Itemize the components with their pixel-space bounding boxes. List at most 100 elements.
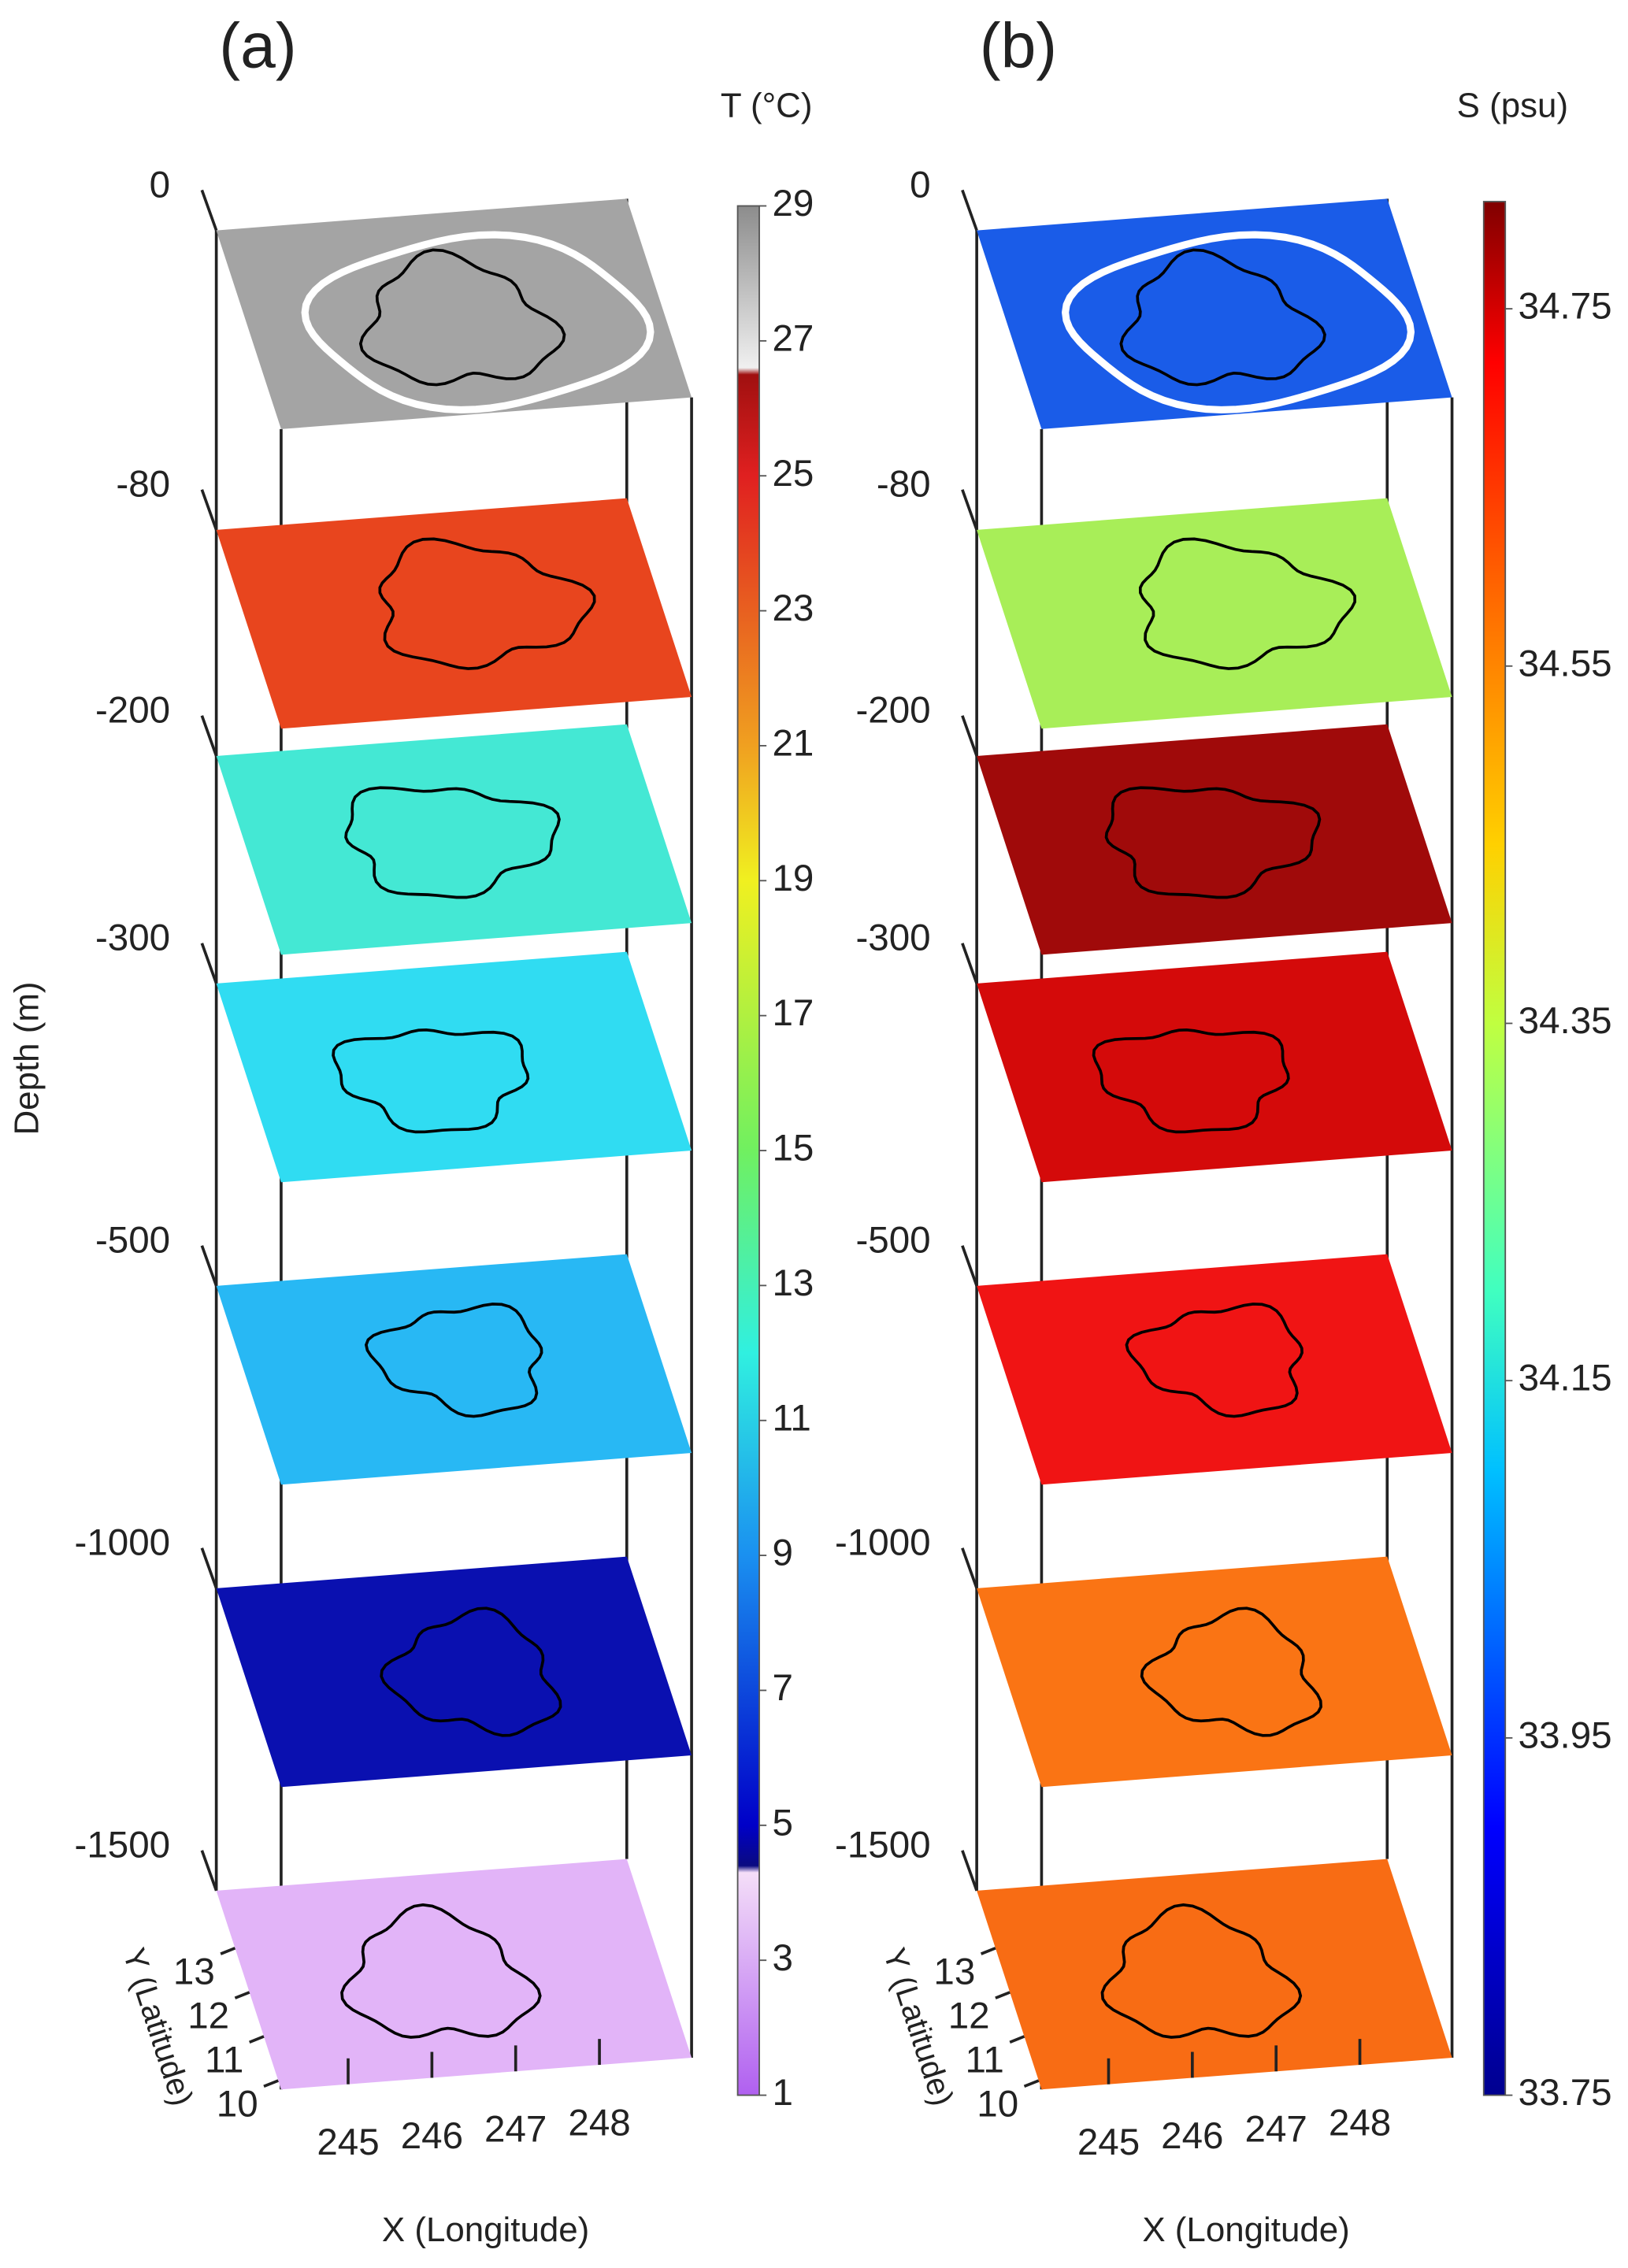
y-tick	[980, 1947, 996, 1955]
colorbar-tick-label: 13	[772, 1262, 814, 1304]
eddy-contour	[1119, 248, 1326, 387]
colorbar-tick-label: 33.95	[1519, 1714, 1612, 1756]
depth-slice	[977, 1858, 1452, 2090]
eddy-contour	[332, 1028, 530, 1134]
colorbar-tick-label: 34.35	[1519, 1000, 1612, 1042]
depth-tick	[200, 489, 218, 531]
y-tick	[1009, 2035, 1025, 2044]
panel-label: (b)	[980, 10, 1057, 81]
eddy-contour	[1140, 1606, 1322, 1737]
depth-tick	[961, 715, 978, 757]
y-tick	[995, 1991, 1011, 1999]
y-tick-label: 12	[187, 1995, 229, 2036]
depth-slice	[977, 198, 1452, 429]
eddy-boundary	[301, 231, 655, 413]
eddy-contour	[358, 248, 566, 387]
depth-tick-label: -1500	[75, 1825, 171, 1866]
x-tick-label: 247	[1245, 2109, 1307, 2151]
colorbar-tick-label: 23	[772, 587, 814, 629]
colorbar-label: T (°C)	[721, 87, 813, 125]
colorbar-tick-label: 15	[772, 1128, 814, 1169]
depth-tick	[961, 189, 978, 232]
depth-tick-label: 0	[150, 164, 170, 206]
eddy-contour	[340, 1903, 542, 2039]
depth-tick-label: -1000	[835, 1522, 931, 1564]
depth-tick	[200, 1547, 218, 1589]
depth-slice	[216, 951, 692, 1183]
depth-tick	[200, 1245, 218, 1287]
depth-slice	[977, 951, 1452, 1183]
eddy-contour	[364, 1303, 543, 1418]
colorbar-tick-label: 25	[772, 453, 814, 495]
depth-tick	[200, 715, 218, 757]
y-tick-label: 11	[966, 2039, 1004, 2081]
depth-slice	[216, 198, 692, 429]
eddy-contour	[1138, 537, 1357, 670]
colorbar-tick-label: 11	[772, 1397, 810, 1439]
y-tick-label: 11	[205, 2039, 243, 2081]
y-tick-label: 13	[173, 1951, 215, 1992]
depth-slice	[216, 1254, 692, 1485]
x-axis-label: X (Longitude)	[1142, 2211, 1349, 2249]
depth-tick	[961, 1547, 978, 1589]
colorbar-tick-label: 7	[772, 1667, 792, 1709]
colorbar-tick-label: 19	[772, 858, 814, 899]
depth-tick	[200, 1850, 218, 1892]
y-tick-label: 10	[217, 2084, 258, 2125]
colorbar	[736, 205, 760, 2096]
colorbar-tick-label: 17	[772, 992, 814, 1034]
depth-tick-label: -200	[95, 690, 170, 732]
colorbar-tick-label: 5	[772, 1802, 792, 1844]
colorbar-label: S (psu)	[1457, 87, 1568, 125]
y-tick-label: 12	[948, 1995, 990, 2036]
x-tick-label: 248	[1329, 2102, 1391, 2144]
colorbar-tick-label: 27	[772, 317, 814, 359]
y-tick	[220, 1947, 236, 1955]
y-tick-label: 13	[933, 1951, 975, 1992]
x-tick-label: 248	[568, 2102, 630, 2144]
eddy-contour	[1092, 1028, 1290, 1134]
x-tick-label: 247	[484, 2109, 547, 2151]
y-tick-label: 10	[977, 2084, 1018, 2125]
colorbar-tick-label: 34.75	[1519, 286, 1612, 328]
colorbar-tick-label: 21	[772, 723, 814, 765]
y-tick	[234, 1991, 250, 1999]
depth-slice	[977, 498, 1452, 729]
eddy-boundary	[1061, 231, 1415, 413]
depth-slice	[977, 1254, 1452, 1485]
eddy-contour	[1104, 786, 1322, 899]
colorbar-tick-label: 1	[772, 2072, 792, 2114]
depth-tick-label: -80	[116, 464, 170, 506]
depth-tick	[961, 1245, 978, 1287]
depth-slice	[216, 1556, 692, 1788]
colorbar-tick-label: 3	[772, 1937, 792, 1979]
eddy-contour	[380, 1606, 562, 1737]
x-tick-label: 246	[401, 2115, 463, 2157]
eddy-contour	[1100, 1903, 1303, 2039]
x-tick-label: 245	[317, 2122, 379, 2163]
depth-slice	[977, 1556, 1452, 1788]
depth-slice	[977, 724, 1452, 955]
x-axis-label: X (Longitude)	[382, 2211, 589, 2249]
depth-tick	[200, 189, 218, 232]
depth-tick-label: -500	[95, 1220, 170, 1262]
y-tick	[249, 2035, 265, 2044]
colorbar-tick-label: 34.55	[1519, 643, 1612, 684]
depth-tick	[200, 943, 218, 984]
y-tick	[1023, 2079, 1040, 2088]
depth-slice	[216, 724, 692, 955]
depth-tick-label: -1000	[75, 1522, 171, 1564]
x-tick-label: 245	[1077, 2122, 1140, 2163]
depth-tick	[961, 1850, 978, 1892]
colorbar-tick-label: 33.75	[1519, 2072, 1612, 2114]
depth-tick-label: -300	[95, 917, 170, 959]
panel-label: (a)	[219, 10, 296, 81]
colorbar-tick-label: 29	[772, 183, 814, 224]
depth-tick-label: -1500	[835, 1825, 931, 1866]
depth-tick	[961, 489, 978, 531]
depth-slice	[216, 498, 692, 729]
colorbar	[1482, 201, 1507, 2096]
eddy-contour	[1125, 1303, 1304, 1418]
